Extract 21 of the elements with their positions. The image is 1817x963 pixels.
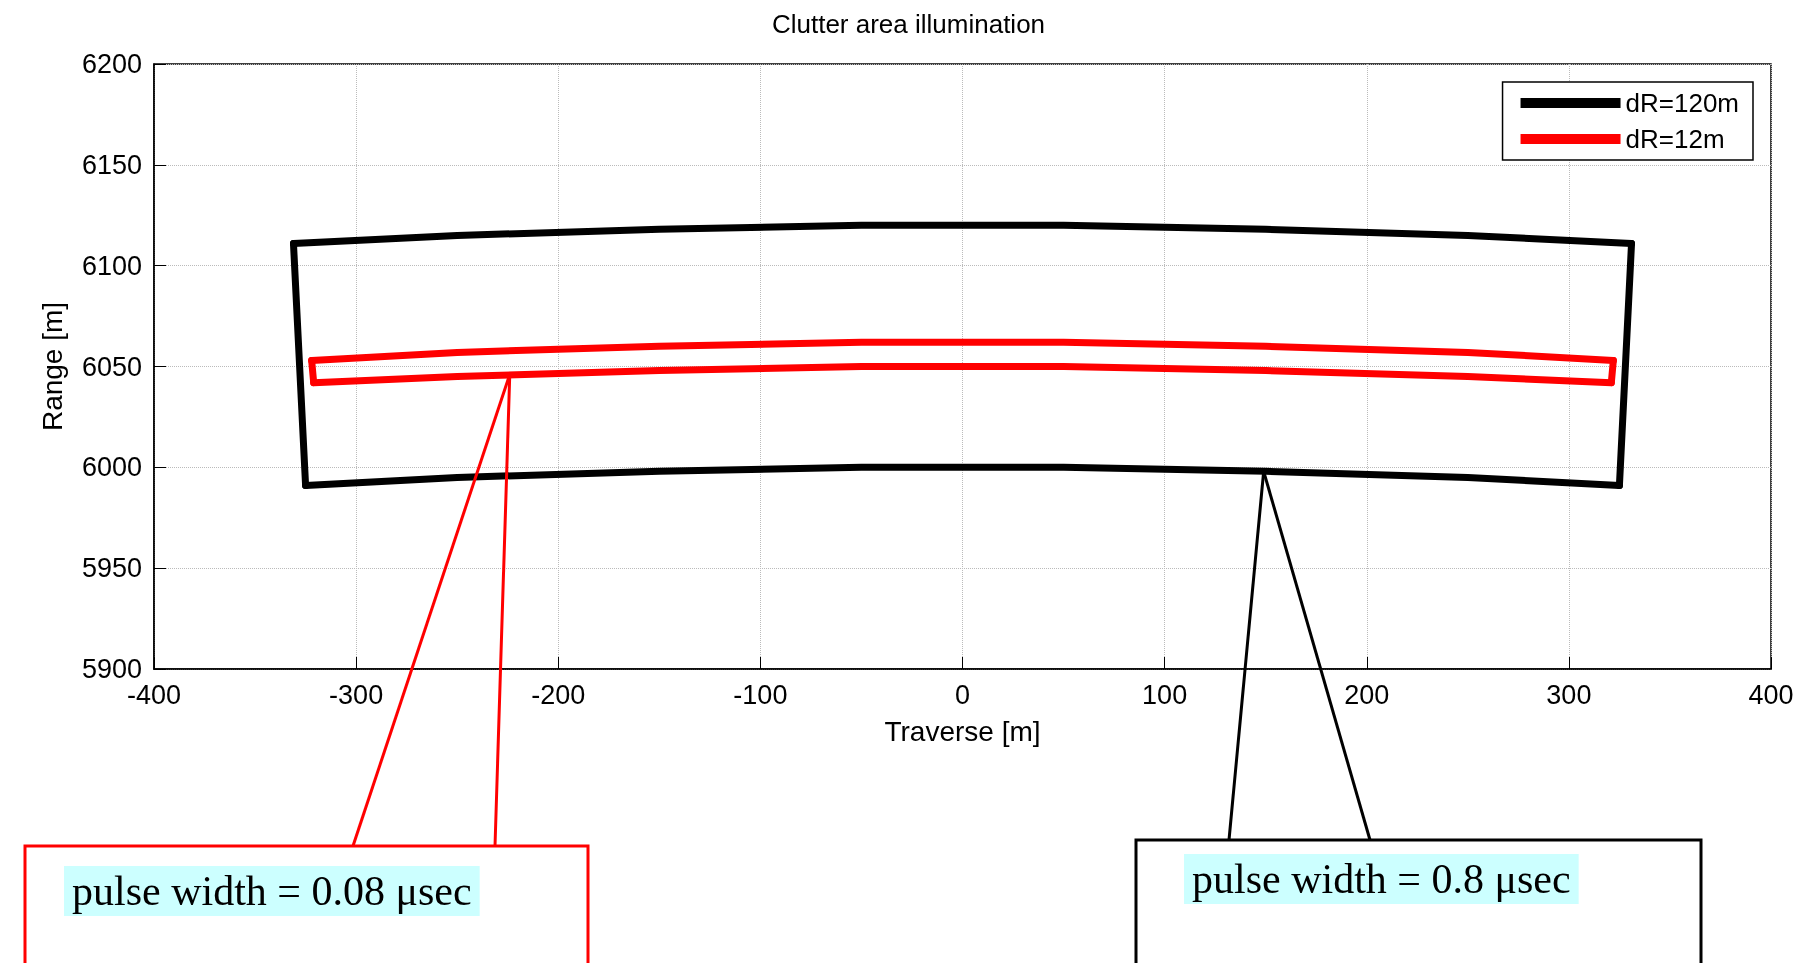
x-tick-label: 200: [1344, 679, 1390, 710]
y-axis-title: Range [m]: [36, 301, 68, 432]
annotation: pulse width = 0.8 μsec: [1192, 856, 1571, 902]
y-tick-label: 6050: [81, 351, 142, 382]
x-tick-label: -300: [329, 679, 384, 710]
y-tick-label: 6150: [81, 149, 142, 180]
x-tick-label: 100: [1142, 679, 1188, 710]
x-tick-label: 0: [954, 679, 971, 710]
legend-label: dR=12m: [1625, 124, 1725, 154]
y-tick-label: 6200: [81, 49, 142, 79]
legend-label: dR=120m: [1625, 88, 1740, 118]
x-tick-label: -200: [531, 679, 586, 710]
y-tick-label: 6100: [81, 250, 142, 281]
x-tick-label: 400: [1748, 679, 1794, 710]
x-tick-label: 300: [1546, 679, 1592, 710]
x-tick-label: -100: [733, 679, 788, 710]
chart-title: Clutter area illumination: [771, 9, 1046, 39]
x-axis-title: Traverse [m]: [884, 715, 1041, 747]
y-tick-label: 5950: [81, 553, 142, 584]
y-tick-label: 6000: [81, 452, 142, 483]
annotation: pulse width = 0.08 μsec: [72, 868, 472, 914]
